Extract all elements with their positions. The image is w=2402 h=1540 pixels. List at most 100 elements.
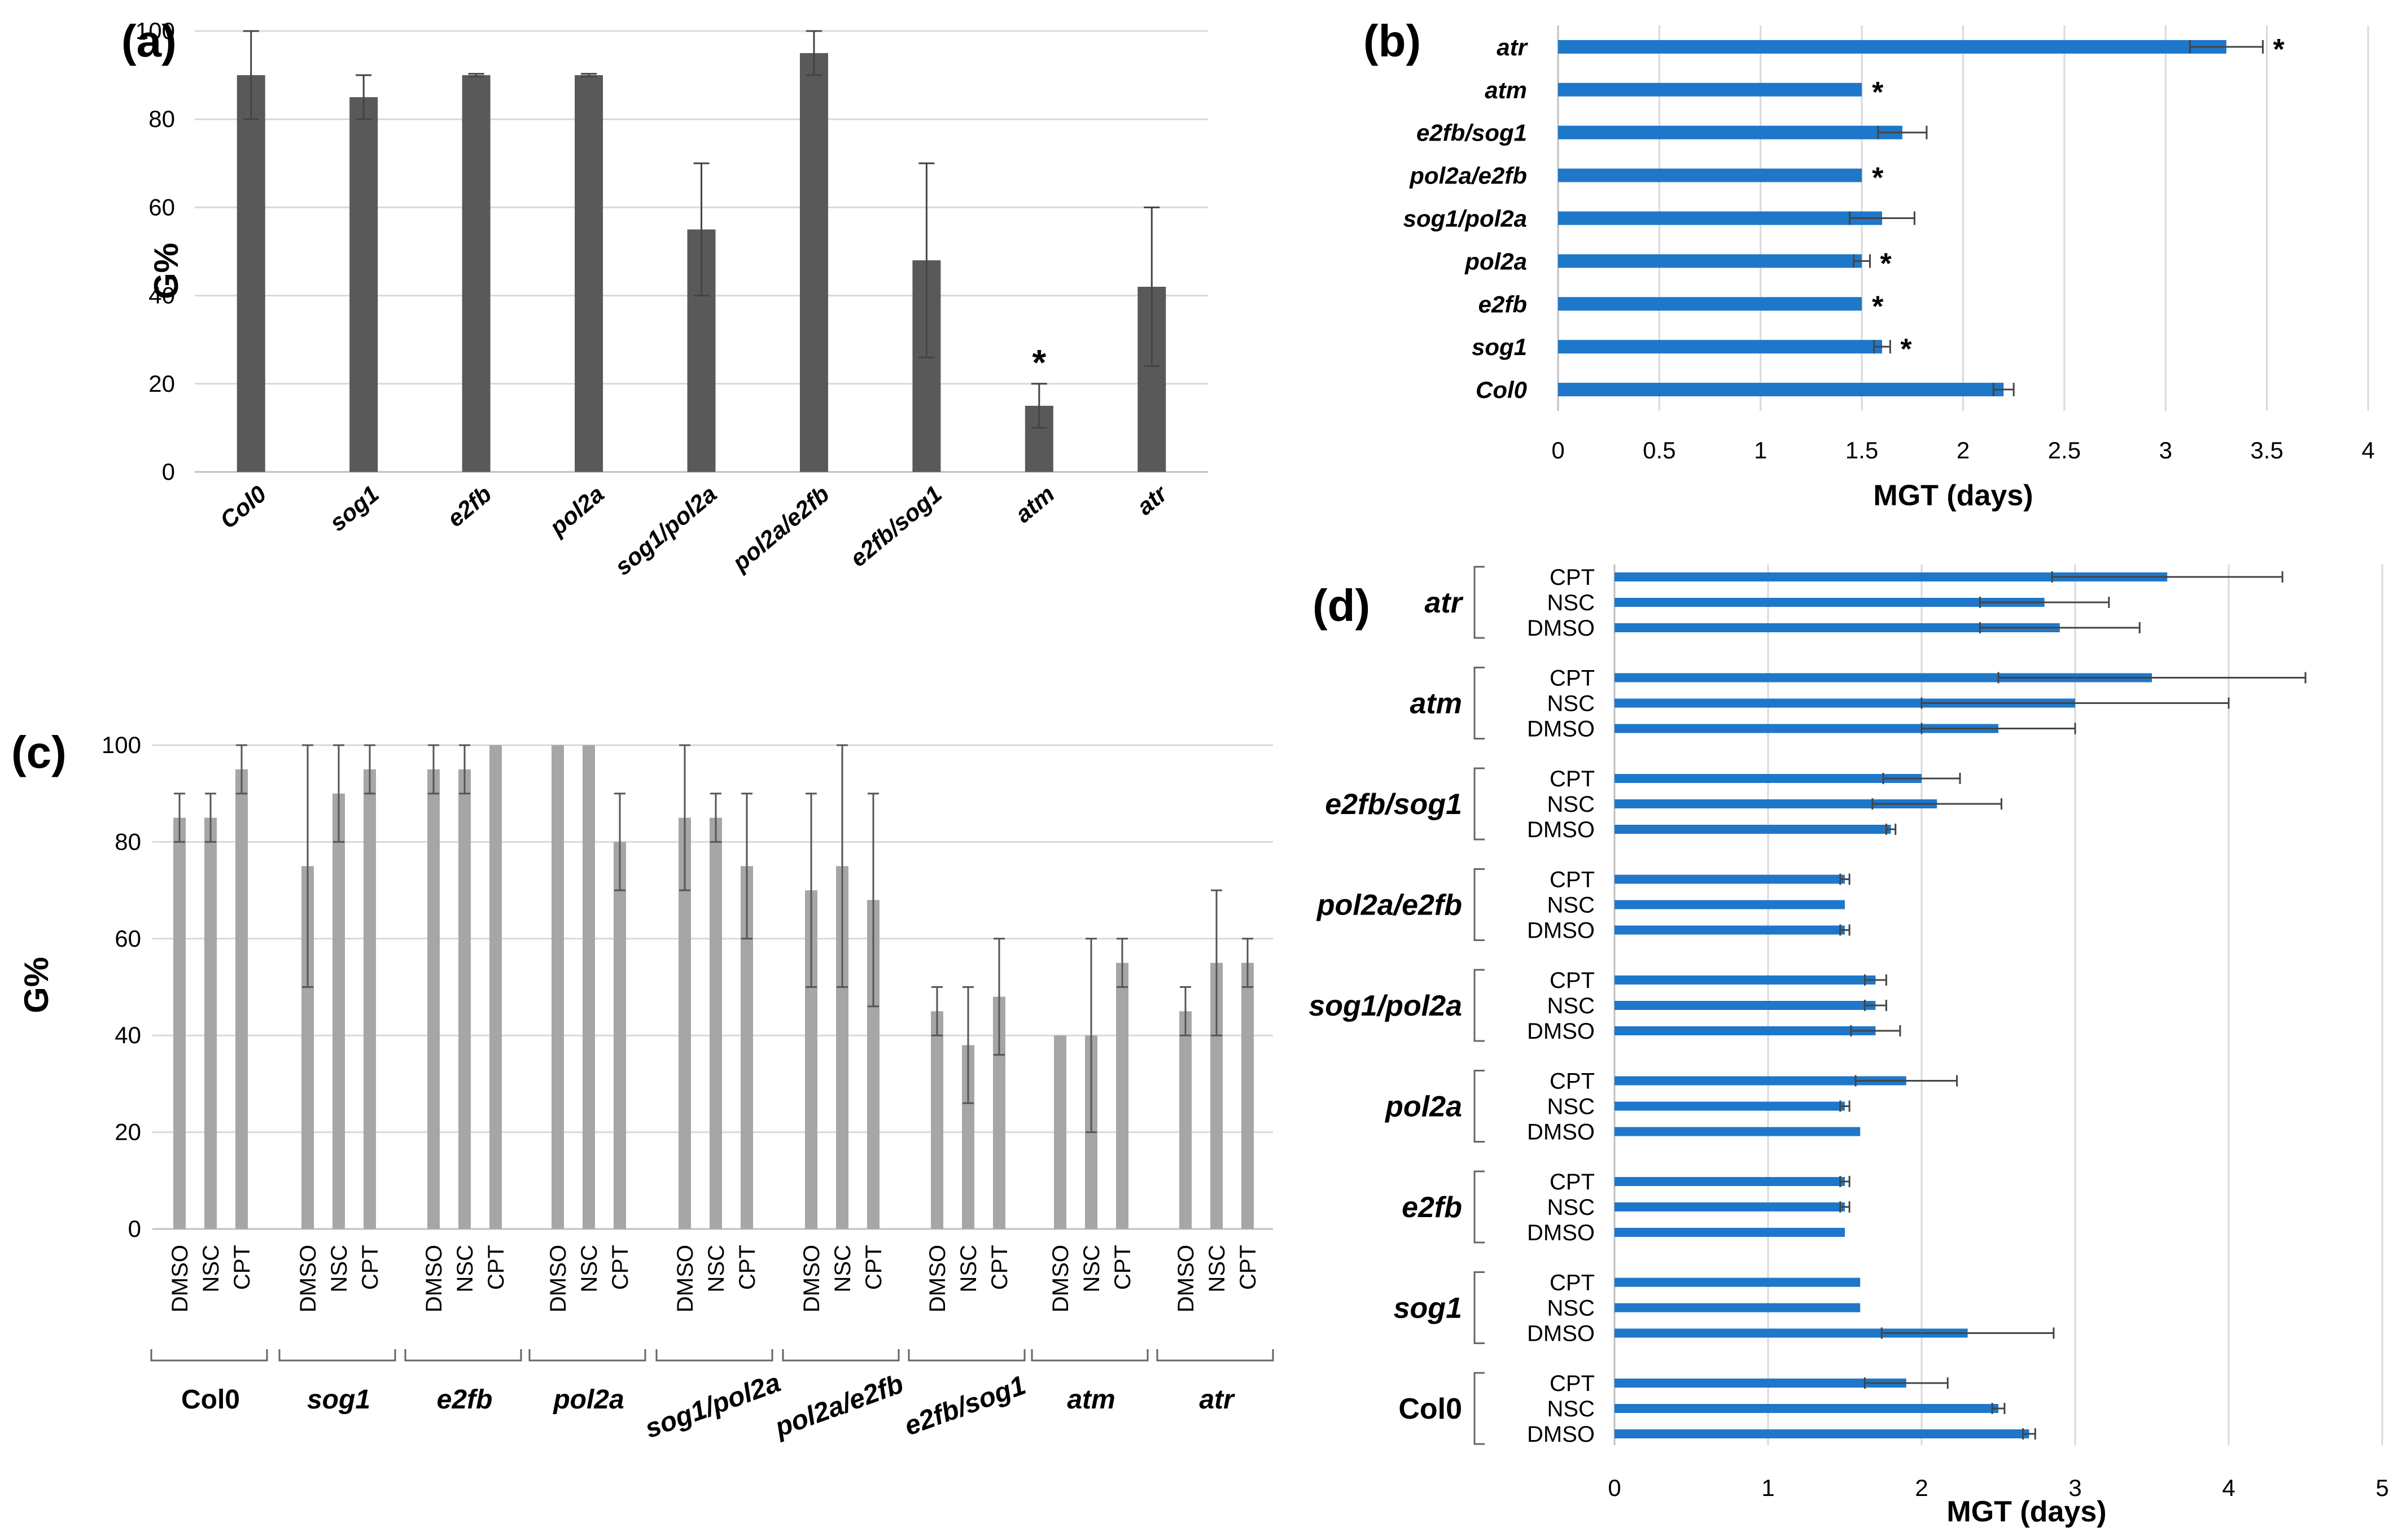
panel-b-category-label: e2fb	[1478, 291, 1527, 317]
panel-d-bar	[1615, 673, 2152, 683]
panel-b-xtick-label: 2.5	[2048, 437, 2081, 463]
panel-d-bar	[1615, 1303, 1861, 1313]
panel-d-group-label: sog1/pol2a	[1309, 990, 1462, 1022]
panel-b-bar	[1558, 125, 1902, 139]
panel-d-treatment-label: NSC	[1547, 1195, 1595, 1220]
panel-d-group-bracket	[1473, 1170, 1485, 1244]
panel-a-significance-marker: *	[1032, 342, 1046, 383]
panel-d-treatment-label: CPT	[1550, 1271, 1595, 1296]
panel-d-treatment-label: CPT	[1550, 1371, 1595, 1396]
panel-b-xtick-label: 0	[1551, 437, 1564, 463]
panel-d-bar	[1615, 1429, 2029, 1438]
panel-d-bar	[1615, 774, 1922, 783]
panel-d-bar	[1615, 598, 2045, 607]
panel-d-bar	[1615, 1101, 1845, 1111]
panel-d-bar	[1615, 572, 2168, 581]
panel-c-bar	[204, 817, 217, 1229]
panel-c-bar	[836, 866, 848, 1229]
panel-b-label: (b)	[1363, 16, 1421, 66]
panel-d: 0 1 2 3 4 5CPTNSCDMSOatrCPTNSCDMSOatmCPTNSCDM…	[1309, 565, 2389, 1528]
panel-c-ytick-label: 100	[102, 732, 141, 758]
panel-b-bar	[1558, 40, 2226, 54]
panel-d-treatment-label: DMSO	[1527, 1422, 1595, 1447]
panel-d-treatment-label: NSC	[1547, 893, 1595, 918]
panel-d-treatment-label: NSC	[1547, 994, 1595, 1018]
panel-c-bar	[552, 745, 564, 1229]
panel-c-group-bracket	[150, 1349, 268, 1362]
panel-b-bar	[1558, 254, 1862, 268]
panel-c-treatment-label: NSC	[199, 1245, 224, 1292]
panel-a-bar	[237, 75, 265, 473]
panel-c-bar	[1210, 963, 1223, 1229]
panel-b-category-label: Col0	[1476, 377, 1527, 403]
panel-d-group-label: e2fb	[1402, 1191, 1462, 1224]
panel-c-treatment-label: NSC	[1079, 1245, 1104, 1292]
panel-d-xtick-label: 3	[2068, 1475, 2081, 1501]
panel-d-bar	[1615, 900, 1845, 909]
panel-b-category-label: pol2a/e2fb	[1409, 163, 1527, 189]
panel-c-bar	[962, 1045, 974, 1229]
panel-a-ytick-label: 20	[148, 370, 175, 397]
panel-c-group-bracket	[1031, 1349, 1149, 1362]
panel-c-group-label: atm	[1067, 1385, 1115, 1415]
panel-d-treatment-label: CPT	[1550, 565, 1595, 590]
panel-d-treatment-label: CPT	[1550, 1069, 1595, 1094]
panel-b-bar	[1558, 82, 1862, 97]
panel-b-significance-marker: *	[2273, 33, 2285, 66]
panel-a: 0 20 40 60 80 100 Col0 sog1 e2fb pol2a sog1/pol2a p…	[121, 16, 1208, 580]
panel-d-bar	[1615, 799, 1937, 808]
panel-c-treatment-label: CPT	[735, 1245, 760, 1290]
panel-d-treatment-label: DMSO	[1527, 616, 1595, 641]
panel-a-category-label: e2fb/sog1	[845, 480, 947, 572]
panel-b-significance-marker: *	[1900, 333, 1912, 366]
panel-c-treatment-label: NSC	[956, 1245, 981, 1292]
panel-c-group-bracket	[655, 1349, 773, 1362]
panel-d-treatment-label: NSC	[1547, 590, 1595, 615]
panel-d-group-label: e2fb/sog1	[1325, 788, 1462, 821]
panel-a-ytick-label: 80	[148, 106, 175, 132]
panel-c-treatment-label: DMSO	[422, 1245, 447, 1313]
panel-d-bar	[1615, 1404, 1998, 1413]
panel-d-group-bracket	[1473, 1070, 1485, 1143]
panel-d-group-label: atm	[1410, 688, 1462, 720]
panel-d-bar	[1615, 1001, 1876, 1010]
panel-d-treatment-label: CPT	[1550, 868, 1595, 893]
panel-b-xtick-label: 4	[2361, 437, 2374, 463]
panel-c-bar	[235, 769, 248, 1229]
panel-d-bar	[1615, 1026, 1876, 1035]
panel-a-category-label: sog1	[325, 480, 384, 536]
panel-a-category-label: pol2a	[544, 480, 609, 541]
panel-d-xtick-label: 5	[2375, 1475, 2388, 1501]
panel-a-ytick-label: 100	[135, 18, 175, 44]
panel-d-bar	[1615, 1202, 1845, 1211]
panel-c-bar	[931, 1011, 943, 1229]
panel-b-significance-marker: *	[1872, 290, 1884, 323]
panel-c-treatment-label: DMSO	[168, 1245, 192, 1313]
panel-d-treatment-label: NSC	[1547, 792, 1595, 817]
panel-c-treatment-label: NSC	[830, 1245, 855, 1292]
panel-d-treatment-label: CPT	[1550, 666, 1595, 691]
panel-a-ytick-label: 40	[148, 282, 175, 309]
panel-b-x-axis-title: MGT (days)	[1873, 479, 2033, 512]
panel-c-group-label: e2fb	[437, 1385, 493, 1415]
panel-c-ytick-label: 20	[115, 1119, 141, 1145]
panel-d-group-bracket	[1473, 667, 1485, 740]
panel-d-group-bracket	[1473, 1271, 1485, 1344]
panel-c-group-label: Col0	[181, 1385, 240, 1415]
panel-d-bar	[1615, 623, 2060, 632]
panel-d-xtick-label: 1	[1761, 1475, 1774, 1501]
panel-c-group-label: pol2a/e2fb	[770, 1369, 907, 1443]
panel-d-treatment-label: DMSO	[1527, 1220, 1595, 1245]
panel-c-bar	[679, 817, 691, 1229]
panel-c-treatment-label: CPT	[230, 1245, 255, 1290]
panel-d-treatment-label: NSC	[1547, 1397, 1595, 1421]
panel-b-bar	[1558, 340, 1882, 354]
panel-c-label: (c)	[11, 727, 67, 777]
panel-c-bar	[427, 769, 440, 1229]
panel-d-group-bracket	[1473, 868, 1485, 941]
panel-d-group-bracket	[1473, 969, 1485, 1042]
panel-b-category-label: pol2a	[1464, 248, 1527, 274]
panel-d-bar	[1615, 1076, 1906, 1086]
